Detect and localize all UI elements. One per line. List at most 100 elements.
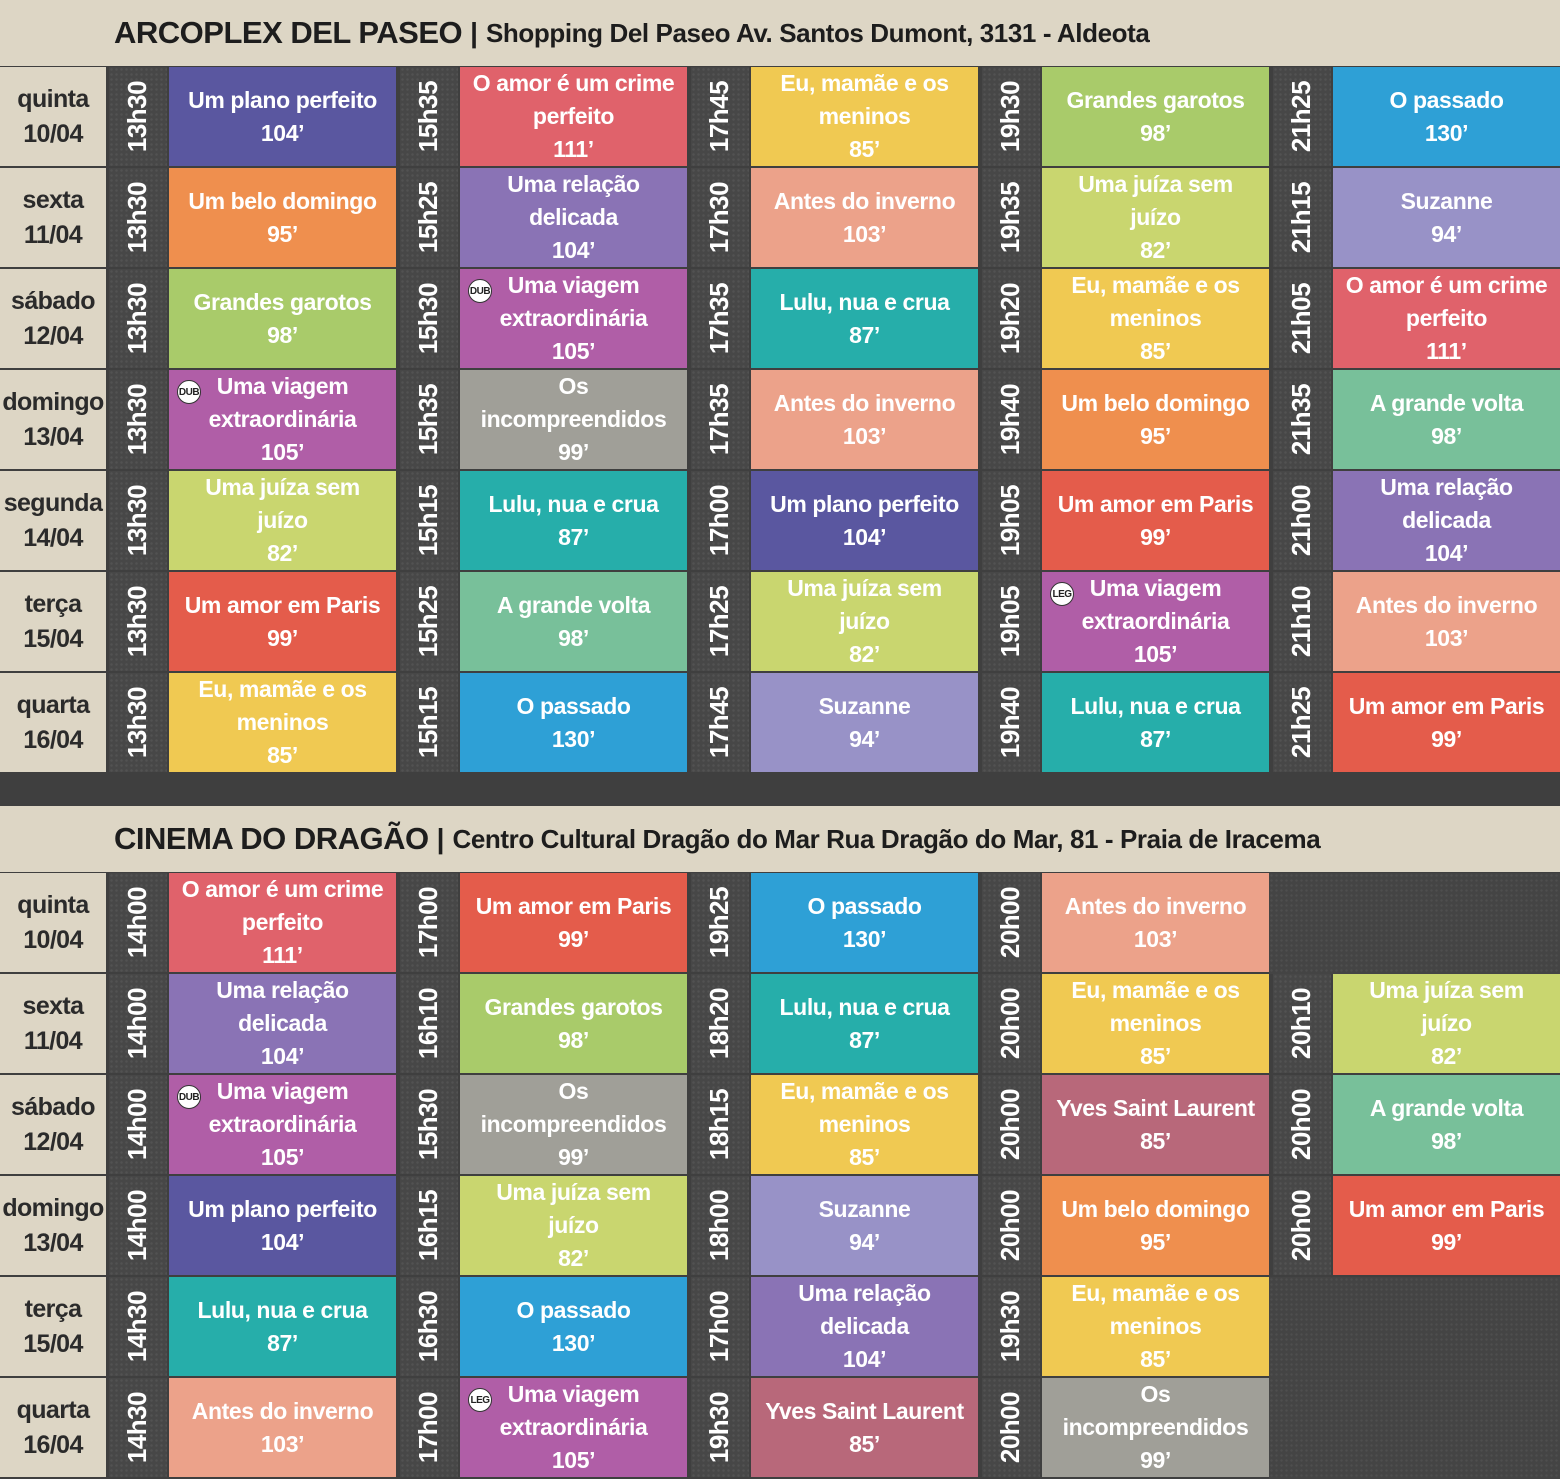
film-session[interactable]: Suzanne 94’: [1333, 168, 1560, 267]
film-session[interactable]: Uma juíza sem juízo 82’: [1333, 974, 1560, 1073]
film-session[interactable]: Antes do inverno 103’: [1333, 572, 1560, 671]
film-duration: 82’: [1140, 237, 1171, 263]
film-session[interactable]: Uma relação delicada 104’: [460, 168, 687, 267]
film-session[interactable]: Um plano perfeito 104’: [169, 67, 396, 166]
showtime-cell: 21h10: [1273, 572, 1331, 671]
film-session[interactable]: O amor é um crime perfeito 111’: [460, 67, 687, 166]
film-session[interactable]: Um plano perfeito 104’: [169, 1176, 396, 1275]
film-session[interactable]: Uma juíza sem juízo 82’: [460, 1176, 687, 1275]
showtime-label: 16h15: [413, 1189, 444, 1262]
film-duration: 103’: [1424, 624, 1469, 651]
film-session[interactable]: Uma relação delicada 104’: [1333, 471, 1560, 570]
film-session[interactable]: Lulu, nua e crua 87’: [1042, 673, 1269, 772]
showtime-cell: 19h25: [691, 873, 749, 972]
film-session[interactable]: Antes do inverno 103’: [169, 1378, 396, 1477]
day-cell: sábado 12/04: [0, 269, 106, 368]
film-session[interactable]: Os incompreendidos 99’: [460, 370, 687, 469]
film-duration: 103’: [1133, 925, 1178, 952]
film-session[interactable]: Uma viagem extraordinária 105’ DUB: [169, 1075, 396, 1174]
weekday-label: sexta: [22, 991, 85, 1020]
film-session[interactable]: Uma juíza sem juízo 82’: [751, 572, 978, 671]
film-session[interactable]: Eu, mamãe e os meninos 85’: [1042, 974, 1269, 1073]
showtime-label: 18h15: [704, 1088, 735, 1161]
film-session[interactable]: Lulu, nua e crua 87’: [169, 1277, 396, 1376]
film-session[interactable]: Uma viagem extraordinária 105’ LEG: [1042, 572, 1269, 671]
film-title: Suzanne: [818, 692, 911, 719]
film-session[interactable]: Um belo domingo 95’: [1042, 370, 1269, 469]
day-cell: domingo 13/04: [0, 370, 106, 469]
film-label: Uma viagem extraordinária 105’: [178, 370, 388, 469]
showtime-cell: 21h00: [1273, 471, 1331, 570]
film-session[interactable]: O passado 130’: [1333, 67, 1560, 166]
film-session[interactable]: Um amor em Paris 99’: [460, 873, 687, 972]
film-session[interactable]: Um belo domingo 95’: [169, 168, 396, 267]
film-duration: 94’: [1431, 220, 1462, 247]
film-session[interactable]: Um amor em Paris 99’: [169, 572, 396, 671]
film-session[interactable]: Eu, mamãe e os meninos 85’: [169, 673, 396, 772]
showtime-label: 17h25: [704, 585, 735, 658]
film-duration: 98’: [558, 1026, 589, 1053]
showtime-label: 19h35: [995, 181, 1026, 254]
film-session[interactable]: Antes do inverno 103’: [1042, 873, 1269, 972]
film-session[interactable]: Lulu, nua e crua 87’: [460, 471, 687, 570]
film-session[interactable]: Uma viagem extraordinária 105’ LEG: [460, 1378, 687, 1477]
showtime-label: 21h15: [1286, 181, 1317, 254]
film-duration: 95’: [1140, 1228, 1171, 1255]
film-session[interactable]: Eu, mamãe e os meninos 85’: [751, 67, 978, 166]
film-session[interactable]: O passado 130’: [460, 673, 687, 772]
film-label: Os incompreendidos 99’: [469, 370, 679, 469]
film-session[interactable]: Lulu, nua e crua 87’: [751, 269, 978, 368]
film-title: Eu, mamãe e os meninos: [198, 676, 367, 735]
film-label: A grande volta 98’: [1370, 1092, 1524, 1158]
film-label: O passado 130’: [517, 1294, 631, 1360]
showtime-label: 15h25: [413, 585, 444, 658]
film-session[interactable]: Eu, mamãe e os meninos 85’: [1042, 269, 1269, 368]
film-session[interactable]: Antes do inverno 103’: [751, 168, 978, 267]
film-session[interactable]: A grande volta 98’: [1333, 1075, 1560, 1174]
film-title: Eu, mamãe e os meninos: [1071, 977, 1240, 1036]
film-title: Os incompreendidos: [480, 373, 667, 432]
film-session[interactable]: Uma viagem extraordinária 105’ DUB: [460, 269, 687, 368]
film-session[interactable]: Uma relação delicada 104’: [751, 1277, 978, 1376]
showtime-cell: 17h35: [691, 269, 749, 368]
date-label: 16/04: [23, 725, 83, 754]
film-session[interactable]: Yves Saint Laurent 85’: [751, 1378, 978, 1477]
film-session[interactable]: Eu, mamãe e os meninos 85’: [751, 1075, 978, 1174]
film-session[interactable]: Uma viagem extraordinária 105’ DUB: [169, 370, 396, 469]
film-session[interactable]: Grandes garotos 98’: [460, 974, 687, 1073]
film-session[interactable]: Yves Saint Laurent 85’: [1042, 1075, 1269, 1174]
film-session[interactable]: Suzanne 94’: [751, 1176, 978, 1275]
day-cell: segunda 14/04: [0, 471, 106, 570]
film-session[interactable]: Grandes garotos 98’: [1042, 67, 1269, 166]
film-session[interactable]: Um amor em Paris 99’: [1333, 673, 1560, 772]
film-session[interactable]: O passado 130’: [751, 873, 978, 972]
film-session[interactable]: Uma juíza sem juízo 82’: [169, 471, 396, 570]
film-session[interactable]: O amor é um crime perfeito 111’: [1333, 269, 1560, 368]
showtime-label: 17h30: [704, 181, 735, 254]
film-session[interactable]: Uma juíza sem juízo 82’: [1042, 168, 1269, 267]
film-session[interactable]: A grande volta 98’: [1333, 370, 1560, 469]
film-duration: 99’: [267, 624, 298, 651]
film-label: Uma viagem extraordinária 105’: [1051, 572, 1261, 671]
film-session[interactable]: Um plano perfeito 104’: [751, 471, 978, 570]
film-session[interactable]: O amor é um crime perfeito 111’: [169, 873, 396, 972]
showtime-label: 15h35: [413, 383, 444, 456]
film-session[interactable]: Eu, mamãe e os meninos 85’: [1042, 1277, 1269, 1376]
film-session[interactable]: Um belo domingo 95’: [1042, 1176, 1269, 1275]
film-session[interactable]: Antes do inverno 103’: [751, 370, 978, 469]
film-session[interactable]: Os incompreendidos 99’: [1042, 1378, 1269, 1477]
film-session[interactable]: Um amor em Paris 99’: [1042, 471, 1269, 570]
film-title: Um amor em Paris: [1348, 1195, 1545, 1222]
film-session[interactable]: Um amor em Paris 99’: [1333, 1176, 1560, 1275]
film-session[interactable]: Suzanne 94’: [751, 673, 978, 772]
film-session[interactable]: A grande volta 98’: [460, 572, 687, 671]
showtime-label: 16h30: [413, 1290, 444, 1363]
film-session[interactable]: O passado 130’: [460, 1277, 687, 1376]
cinema-name: CINEMA DO DRAGÃO: [114, 821, 429, 856]
film-session[interactable]: Grandes garotos 98’: [169, 269, 396, 368]
film-session[interactable]: Lulu, nua e crua 87’: [751, 974, 978, 1073]
film-session[interactable]: Uma relação delicada 104’: [169, 974, 396, 1073]
film-label: Uma relação delicada 104’: [178, 974, 388, 1073]
film-title: Os incompreendidos: [480, 1078, 667, 1137]
film-session[interactable]: Os incompreendidos 99’: [460, 1075, 687, 1174]
